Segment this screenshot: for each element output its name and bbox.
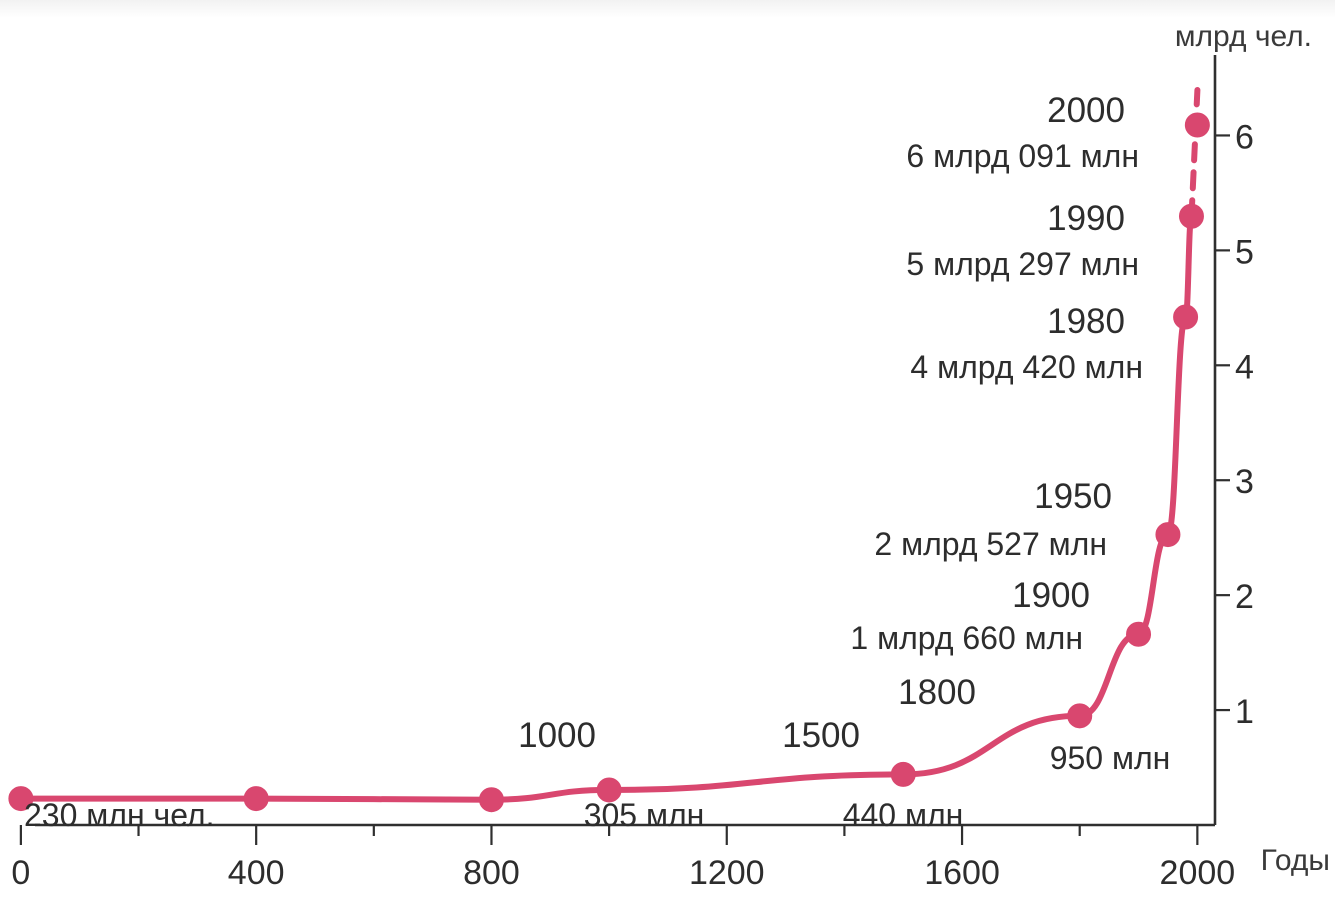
x-axis-title: Годы	[1261, 844, 1330, 877]
data-point	[596, 777, 622, 803]
population-label: 5 млрд 297 млн	[906, 246, 1139, 282]
y-axis-title: млрд чел.	[1175, 20, 1312, 53]
population-label: 305 млн	[584, 797, 705, 833]
year-label: 1900	[1012, 576, 1090, 615]
x-tick-label: 800	[463, 854, 520, 892]
y-tick-label: 3	[1235, 463, 1254, 501]
data-point	[1184, 112, 1210, 138]
year-label: 1980	[1047, 302, 1125, 341]
data-point	[1178, 203, 1204, 229]
y-tick-label: 6	[1235, 118, 1254, 156]
x-tick-label: 2000	[1160, 854, 1236, 892]
data-point	[1173, 304, 1199, 330]
year-label: 1950	[1034, 477, 1112, 516]
population-label: 6 млрд 091 млн	[906, 138, 1139, 174]
population-label: 4 млрд 420 млн	[910, 349, 1143, 385]
year-label: 1500	[782, 716, 860, 755]
data-point	[890, 761, 916, 787]
data-point	[1155, 522, 1181, 548]
chart-labels: 230 млн чел. 1000 305 млн 1500 440 млн 1800 95…	[24, 91, 1170, 833]
year-label: 1990	[1047, 199, 1125, 238]
y-tick-label: 5	[1235, 233, 1254, 271]
population-curve-dashed-extension	[1188, 87, 1201, 220]
x-tick-label: 1600	[924, 854, 1000, 892]
year-label: 2000	[1047, 91, 1125, 130]
data-point	[478, 787, 504, 813]
x-tick-label: 400	[228, 854, 285, 892]
population-label: 950 млн	[1050, 740, 1171, 776]
population-label: 440 млн	[843, 797, 964, 833]
population-label: 2 млрд 527 млн	[874, 526, 1107, 562]
x-tick-label: 0	[11, 854, 30, 892]
x-tick-label: 1200	[689, 854, 765, 892]
population-curve	[17, 213, 1195, 803]
data-point	[243, 786, 269, 812]
data-point	[1067, 703, 1093, 729]
y-tick-label: 1	[1235, 693, 1254, 731]
year-label: 1000	[518, 716, 596, 755]
y-tick-label: 4	[1235, 348, 1254, 386]
population-series	[8, 87, 1210, 813]
y-tick-label: 2	[1235, 578, 1254, 616]
data-point	[8, 786, 34, 812]
population-label: 1 млрд 660 млн	[850, 620, 1083, 656]
population-label: 230 млн чел.	[24, 797, 214, 833]
chart-axes: 0 400 800 1200 1600 2000 1 2 3 4 5 6 млрд чел. Годы	[11, 20, 1330, 892]
data-point	[1126, 621, 1152, 647]
year-label: 1800	[898, 673, 976, 712]
